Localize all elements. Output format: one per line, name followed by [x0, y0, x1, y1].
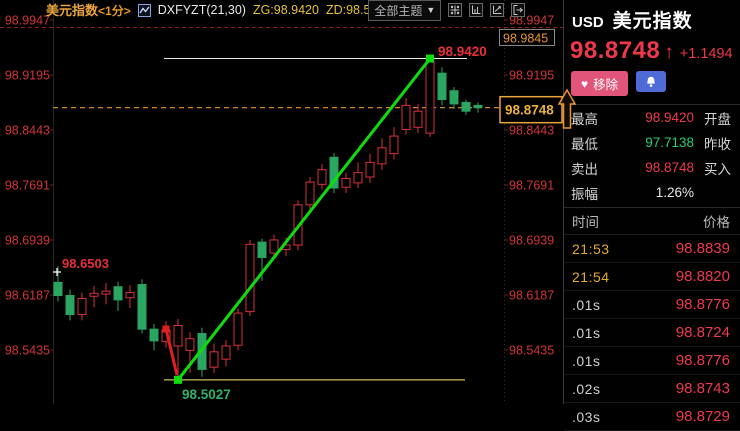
quote-actions: ♥ 移除	[564, 65, 740, 102]
exit-chart-icon[interactable]	[511, 3, 526, 17]
axis-scale-icon[interactable]	[469, 3, 484, 17]
stat-label: 振幅	[571, 186, 598, 202]
stat-label: 最低	[571, 136, 598, 152]
svg-text:98.9947: 98.9947	[5, 14, 50, 28]
tick-row: .01s 98.8724	[564, 319, 740, 347]
heart-icon: ♥	[581, 76, 589, 91]
zg-value: ZG:98.9420	[252, 3, 319, 17]
quote-panel: USD 美元指数 98.8748 ↑ +1.1494 ♥ 移除 最高 98.942…	[563, 0, 740, 431]
tick-price: 98.8743	[675, 380, 730, 397]
instrument-name: 美元指数	[612, 11, 693, 32]
tick-price: 98.8776	[675, 296, 730, 313]
tick-row: 21:53 98.8839	[564, 235, 740, 263]
last-price: 98.8748	[570, 37, 661, 64]
stat-value: 98.9420	[645, 110, 694, 125]
tick-row: .02s 98.8743	[564, 375, 740, 403]
stat-value: 98.8748	[645, 160, 694, 175]
theme-dropdown[interactable]: 全部主题 ▼	[368, 0, 442, 21]
alert-button[interactable]	[636, 71, 667, 92]
symbol-name: 美元指数	[46, 3, 99, 18]
interval-label: <1分>	[98, 4, 131, 18]
indicator-label: DXFYZT(21,30)	[157, 3, 246, 17]
tick-time: 21:53	[572, 240, 610, 257]
stat-label: 卖出	[571, 161, 598, 177]
tick-price: 98.8820	[675, 268, 730, 285]
remove-button[interactable]: ♥ 移除	[571, 71, 629, 96]
tick-price: 98.8724	[675, 324, 730, 341]
stat-label: 最高	[571, 111, 598, 127]
tick-row: .03s 98.8729	[564, 403, 740, 431]
stat-label-2: 买入	[704, 161, 731, 177]
svg-text:98.8443: 98.8443	[509, 124, 554, 138]
svg-text:98.9195: 98.9195	[509, 69, 554, 83]
tick-time: .02s	[572, 380, 601, 397]
theme-dropdown-label: 全部主题	[374, 3, 423, 18]
tick-price: 98.8839	[675, 240, 730, 257]
zd-value: ZD:98.50	[325, 3, 378, 17]
tick-table-header: 时间 价格	[564, 208, 740, 235]
svg-text:98.9420: 98.9420	[438, 44, 487, 59]
tick-price: 98.8776	[675, 352, 730, 369]
svg-text:98.8443: 98.8443	[5, 124, 50, 138]
svg-text:98.9195: 98.9195	[5, 69, 50, 83]
svg-text:98.5435: 98.5435	[509, 344, 554, 358]
tick-time: .01s	[572, 352, 601, 369]
chart-header: 美元指数<1分> DXFYZT(21,30) ZG:98.9420 ZD:98.…	[46, 0, 526, 21]
bell-icon	[647, 76, 655, 87]
axis-pan-icon[interactable]	[490, 3, 505, 17]
quote-title: USD 美元指数	[564, 0, 740, 33]
last-price-row: 98.8748 ↑ +1.1494	[564, 33, 740, 65]
svg-text:98.6187: 98.6187	[509, 289, 554, 303]
svg-text:98.5027: 98.5027	[182, 387, 231, 402]
stat-row: 最低 97.7138 昨收	[564, 130, 740, 155]
tick-time: .03s	[572, 408, 601, 425]
svg-text:98.9947: 98.9947	[509, 14, 554, 28]
remove-button-label: 移除	[593, 78, 619, 92]
svg-text:98.6503: 98.6503	[62, 256, 109, 271]
svg-text:98.7691: 98.7691	[5, 179, 50, 193]
svg-text:98.8748: 98.8748	[505, 103, 554, 118]
tick-table: 时间 价格 21:53 98.8839 21:54 98.8820 .01s 98.877…	[564, 207, 740, 431]
svg-text:98.7691: 98.7691	[509, 179, 554, 193]
price-up-marker-icon	[557, 88, 577, 129]
chart-type-icon	[137, 3, 151, 17]
price-change: +1.1494	[679, 46, 733, 62]
tick-time: .01s	[572, 324, 601, 341]
stat-value: 1.26%	[655, 185, 694, 200]
symbol-label: 美元指数<1分>	[46, 0, 131, 20]
stat-label-2: 昨收	[704, 136, 731, 152]
stat-label-2: 开盘	[704, 111, 731, 127]
price-column-header: 价格	[703, 215, 730, 230]
move-crosshair-icon[interactable]	[448, 3, 463, 17]
svg-text:98.6939: 98.6939	[5, 234, 50, 248]
stat-row: 振幅 1.26%	[564, 180, 740, 205]
tick-row: .01s 98.8776	[564, 347, 740, 375]
tick-time: .01s	[572, 296, 601, 313]
up-arrow-icon: ↑	[664, 42, 674, 63]
stat-row: 最高 98.9420 开盘	[564, 105, 740, 130]
tick-price: 98.8729	[675, 408, 730, 425]
candlestick-chart[interactable]: 98.9947 98.9947 98.9195 98.9195 98.8443 98.84…	[0, 0, 563, 404]
tick-time: 21:54	[572, 268, 610, 285]
tick-row: 21:54 98.8820	[564, 263, 740, 291]
chevron-down-icon: ▼	[426, 5, 436, 15]
svg-text:98.9845: 98.9845	[503, 31, 548, 45]
quote-stats: 最高 98.9420 开盘最低 97.7138 昨收卖出 98.8748 买入振幅 1.26%	[564, 104, 740, 205]
tick-row: .01s 98.8776	[564, 291, 740, 319]
stat-row: 卖出 98.8748 买入	[564, 155, 740, 180]
svg-text:98.6187: 98.6187	[5, 289, 50, 303]
svg-text:98.5435: 98.5435	[5, 344, 50, 358]
chart-area: 98.9947 98.9947 98.9195 98.9195 98.8443 98.84…	[0, 0, 577, 404]
time-column-header: 时间	[572, 215, 599, 230]
svg-text:98.6939: 98.6939	[509, 234, 554, 248]
stat-value: 97.7138	[645, 135, 694, 150]
currency-code: USD	[572, 14, 604, 31]
